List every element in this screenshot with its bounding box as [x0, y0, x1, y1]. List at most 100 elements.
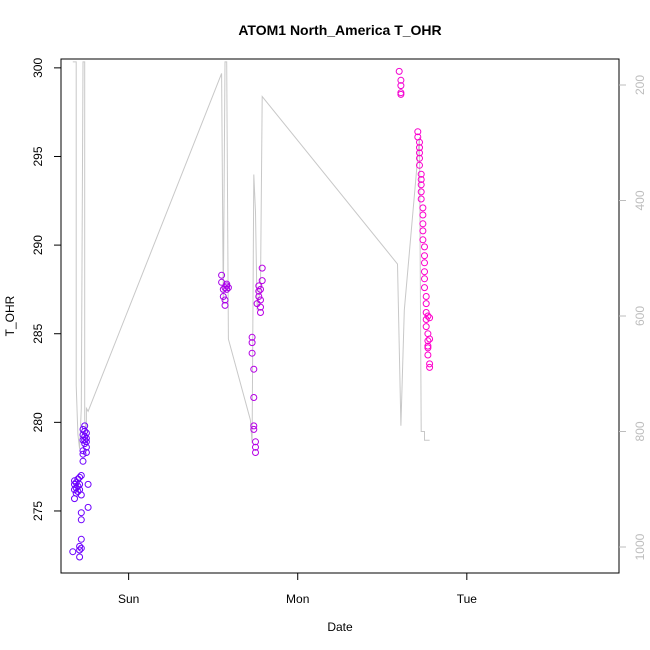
data-point [422, 293, 430, 300]
data-point [417, 170, 425, 178]
data-point [221, 301, 229, 309]
data-point [419, 236, 427, 244]
data-point [426, 360, 434, 368]
data-point [76, 473, 84, 481]
data-point [252, 438, 259, 446]
data-point [422, 300, 430, 308]
data-point [71, 480, 78, 488]
data-point [424, 312, 432, 320]
data-point [397, 76, 405, 84]
data-point [422, 323, 430, 331]
data-point [416, 144, 423, 152]
data-point [422, 309, 430, 316]
data-point [248, 339, 256, 347]
data-point [417, 176, 425, 183]
data-point [419, 204, 427, 212]
data-point [79, 450, 87, 458]
y2-tick-label: 1000 [633, 533, 647, 560]
data-point [82, 438, 90, 446]
points-layer [69, 67, 434, 561]
data-point [223, 282, 231, 290]
data-point [416, 161, 423, 169]
data-point [421, 268, 428, 276]
data-point [250, 422, 258, 430]
y2-tick-label: 200 [633, 75, 647, 95]
data-point [258, 277, 266, 285]
y-tick-label: 275 [31, 501, 45, 521]
data-point [250, 394, 258, 401]
data-point [76, 480, 84, 488]
y-tick-label: 280 [31, 412, 45, 432]
data-point [221, 284, 229, 292]
data-point [69, 548, 77, 556]
data-point [421, 243, 428, 251]
data-point [82, 449, 90, 456]
data-point [419, 220, 427, 228]
data-point [224, 284, 232, 292]
data-point [82, 443, 90, 451]
data-point [255, 287, 263, 295]
data-point [419, 227, 427, 235]
y2-tick-label: 800 [633, 421, 647, 441]
data-point [424, 351, 432, 359]
data-point [419, 211, 427, 219]
series-line [72, 61, 430, 449]
data-point [258, 264, 266, 272]
data-point [416, 138, 423, 146]
y2-tick-label: 400 [633, 190, 647, 210]
data-point [76, 542, 84, 550]
data-point [72, 479, 80, 487]
data-point [74, 482, 82, 490]
data-point [257, 285, 264, 293]
data-point [76, 546, 84, 554]
y-tick-label: 290 [31, 235, 45, 255]
data-point [426, 314, 434, 322]
data-point [421, 284, 428, 292]
data-point [395, 67, 403, 75]
data-point [77, 535, 85, 543]
data-point [414, 128, 422, 136]
x-tick-label: Tue [457, 592, 478, 606]
data-point [77, 509, 85, 517]
data-point [257, 296, 264, 304]
data-point [416, 154, 423, 162]
plot-frame [60, 58, 620, 574]
data-point [77, 516, 85, 524]
data-point [221, 296, 229, 304]
data-point [422, 316, 430, 323]
data-point [252, 443, 259, 451]
y2-axis: 200 400 600 800 1000 [619, 75, 647, 560]
data-point [424, 337, 432, 345]
data-point [417, 181, 425, 189]
y-tick-label: 295 [31, 146, 45, 166]
x-axis-label: Date [327, 620, 353, 634]
data-point [248, 333, 256, 341]
y-axis: 275 280 285 290 295 300 [31, 58, 61, 521]
data-point [77, 472, 85, 479]
data-point [421, 275, 428, 283]
data-point [223, 285, 231, 293]
data-point [426, 335, 434, 343]
y2-tick-label: 600 [633, 306, 647, 326]
data-point [77, 491, 85, 499]
data-point [255, 293, 263, 300]
data-point [250, 425, 258, 433]
y-tick-label: 300 [31, 58, 45, 78]
data-point [79, 457, 87, 465]
data-point [426, 363, 434, 371]
y-tick-label: 285 [31, 323, 45, 343]
data-point [81, 427, 89, 435]
data-point [255, 282, 263, 290]
data-point [250, 365, 258, 373]
data-point [257, 309, 264, 316]
data-point [397, 82, 405, 90]
data-point [82, 429, 90, 437]
data-point [421, 259, 428, 267]
data-point [248, 349, 256, 357]
x-tick-label: Sun [118, 592, 139, 606]
x-axis: Sun Mon Tue [118, 573, 477, 606]
data-point [77, 544, 85, 552]
data-point [252, 449, 259, 456]
data-point [219, 293, 227, 300]
data-point [81, 436, 89, 444]
